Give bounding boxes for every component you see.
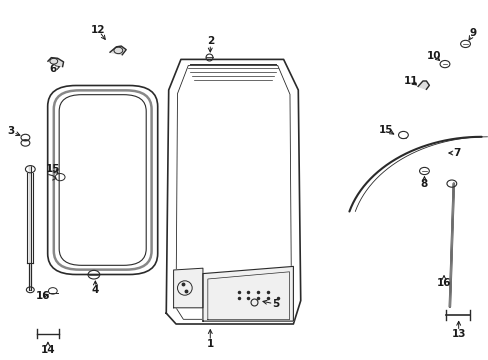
Polygon shape — [417, 81, 428, 89]
Text: 6: 6 — [49, 64, 56, 74]
Text: 8: 8 — [420, 179, 427, 189]
Text: 15: 15 — [378, 125, 393, 135]
Polygon shape — [166, 59, 300, 324]
Text: 9: 9 — [469, 28, 476, 38]
Text: 2: 2 — [206, 36, 213, 46]
Text: 4: 4 — [91, 285, 99, 295]
Text: 1: 1 — [206, 339, 213, 349]
Polygon shape — [110, 46, 126, 55]
Text: 11: 11 — [403, 76, 417, 86]
Text: 5: 5 — [272, 299, 279, 309]
Text: 15: 15 — [45, 164, 60, 174]
Polygon shape — [203, 266, 293, 321]
Text: 3: 3 — [7, 126, 14, 136]
Text: 12: 12 — [90, 24, 105, 35]
Text: 14: 14 — [41, 345, 55, 355]
Text: 16: 16 — [36, 291, 50, 301]
Text: 13: 13 — [450, 329, 465, 339]
Text: 7: 7 — [452, 148, 460, 158]
Text: 10: 10 — [426, 51, 441, 61]
Polygon shape — [48, 58, 63, 67]
Polygon shape — [173, 268, 203, 308]
Text: 16: 16 — [436, 278, 450, 288]
